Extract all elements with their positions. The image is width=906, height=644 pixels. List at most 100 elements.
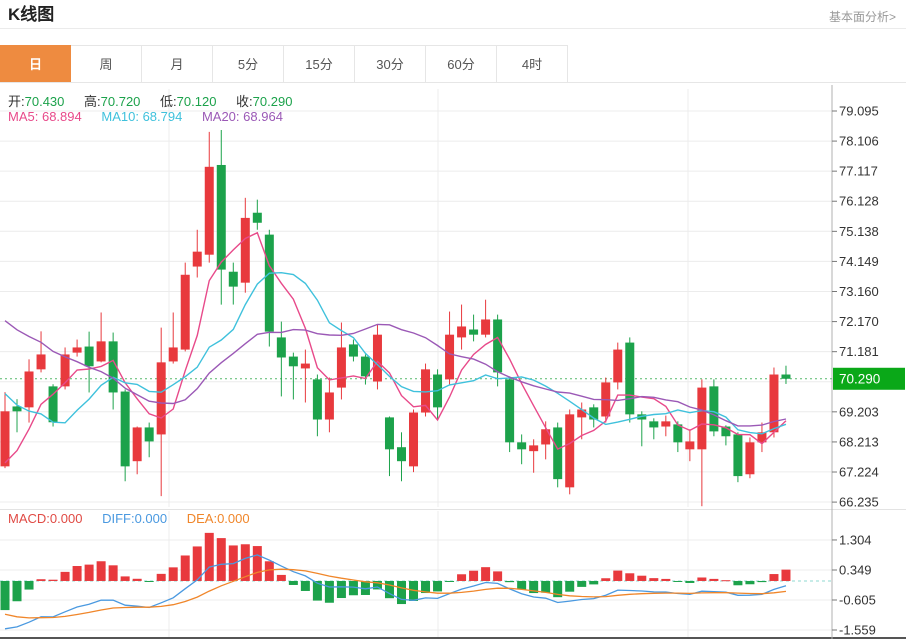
candle-body <box>168 347 178 362</box>
ma10-line <box>4 271 787 435</box>
macd-bar <box>240 544 250 581</box>
candle-body <box>685 441 695 450</box>
macd-bar <box>433 580 443 592</box>
macd-bar <box>60 571 70 581</box>
macd-bar <box>457 574 467 581</box>
candle-body <box>324 392 334 420</box>
price-axis: 79.095 78.106 77.117 76.128 75.138 74.149 73.1… <box>0 85 906 639</box>
macd-bar <box>493 571 503 581</box>
macd-bar <box>541 580 551 593</box>
period-tabs: 日周月 5分 15分 30分 60分 4时 <box>0 45 906 83</box>
macd-bar <box>348 580 358 596</box>
macd-bar <box>168 567 178 581</box>
candle-body <box>336 347 346 388</box>
macd-bar <box>372 580 382 590</box>
macd-bar <box>36 579 46 581</box>
macd-bar <box>685 580 695 583</box>
svg-text:69.203: 69.203 <box>839 404 879 419</box>
ma20-line <box>4 320 787 427</box>
candle-body <box>673 424 683 443</box>
macd-bar <box>517 580 527 590</box>
kline-chart-canvas[interactable]: 79.095 78.106 77.117 76.128 75.138 74.149 73.1… <box>0 83 906 643</box>
candle-body <box>312 379 322 420</box>
macd-bar <box>757 580 767 583</box>
candle-body <box>409 412 419 467</box>
candle-body <box>108 341 118 393</box>
candle-body <box>36 354 46 370</box>
candle-body <box>156 362 166 435</box>
macd-bar <box>721 580 731 582</box>
macd-bar <box>144 580 154 582</box>
svg-text:67.224: 67.224 <box>839 465 879 480</box>
macd-bar <box>529 580 539 594</box>
macd-bar <box>216 538 226 581</box>
macd-bar <box>276 574 286 581</box>
macd-bar <box>48 579 58 581</box>
candle-body <box>493 319 503 373</box>
ohlc-bar: 开:70.430 高:70.720 低:70.120 收:70.290 <box>8 91 308 110</box>
macd-bar <box>312 580 322 601</box>
tab-60min[interactable]: 60分 <box>426 45 497 82</box>
macd-bar <box>625 573 635 581</box>
macd-bar <box>697 577 707 581</box>
macd-bar <box>72 566 82 581</box>
tab-4hour[interactable]: 4时 <box>497 45 568 82</box>
candle-body <box>276 337 286 358</box>
macd-bar <box>108 565 118 581</box>
macd-bar <box>156 573 166 581</box>
macd-bar <box>469 570 479 581</box>
candle-body <box>613 349 623 383</box>
svg-text:75.138: 75.138 <box>839 224 879 239</box>
macd-bar <box>505 580 515 583</box>
candle-body <box>577 409 587 418</box>
candle-body <box>553 427 563 480</box>
tab-30min[interactable]: 30分 <box>355 45 426 82</box>
tab-5min[interactable]: 5分 <box>213 45 284 82</box>
candle-body <box>216 164 226 270</box>
candle-body <box>589 407 599 420</box>
macd-bar <box>180 555 190 581</box>
diff-value: DIFF:0.000 <box>102 511 168 526</box>
tab-month[interactable]: 月 <box>142 45 213 82</box>
candle-body <box>481 319 491 335</box>
candle-body <box>721 426 731 437</box>
macd-bar <box>24 580 34 590</box>
macd-bar <box>120 576 130 581</box>
candle-body <box>0 411 10 467</box>
page-title: K线图 <box>8 5 55 24</box>
candle-body <box>360 356 370 377</box>
macd-bar <box>96 561 106 581</box>
current-price-badge: 70.290 <box>833 367 905 390</box>
fundamental-analysis-link[interactable]: 基本面分析> <box>828 10 896 24</box>
dea-line <box>4 568 787 619</box>
tab-week[interactable]: 周 <box>71 45 142 82</box>
ma10-value: MA10: 68.794 <box>101 109 183 124</box>
ohlc-high: 高:70.720 <box>84 94 141 109</box>
candle-body <box>24 371 34 408</box>
candle-body <box>781 374 791 379</box>
macd-bar <box>204 532 214 581</box>
candle-body <box>649 421 659 428</box>
macd-bar <box>481 567 491 581</box>
candle-body <box>72 347 82 353</box>
svg-text:-1.559: -1.559 <box>839 623 876 638</box>
svg-text:76.128: 76.128 <box>839 194 879 209</box>
macd-bar <box>396 580 406 605</box>
ma20-value: MA20: 68.964 <box>201 109 283 124</box>
candle-body <box>625 342 635 415</box>
candles[interactable] <box>0 130 791 507</box>
tab-15min[interactable]: 15分 <box>284 45 355 82</box>
candle-body <box>60 354 70 387</box>
svg-text:71.181: 71.181 <box>839 344 879 359</box>
ohlc-open: 开:70.430 <box>8 94 65 109</box>
macd-bar <box>324 580 334 603</box>
svg-text:72.170: 72.170 <box>839 314 879 329</box>
macd-bar <box>649 578 659 581</box>
macd-bar <box>360 580 370 595</box>
macd-bar: MACD:0.000 DIFF:0.000 DEA:0.000 <box>8 511 266 526</box>
candle-body <box>192 251 202 267</box>
candle-body <box>396 447 406 462</box>
svg-text:79.095: 79.095 <box>839 104 879 119</box>
tab-day[interactable]: 日 <box>0 45 71 82</box>
